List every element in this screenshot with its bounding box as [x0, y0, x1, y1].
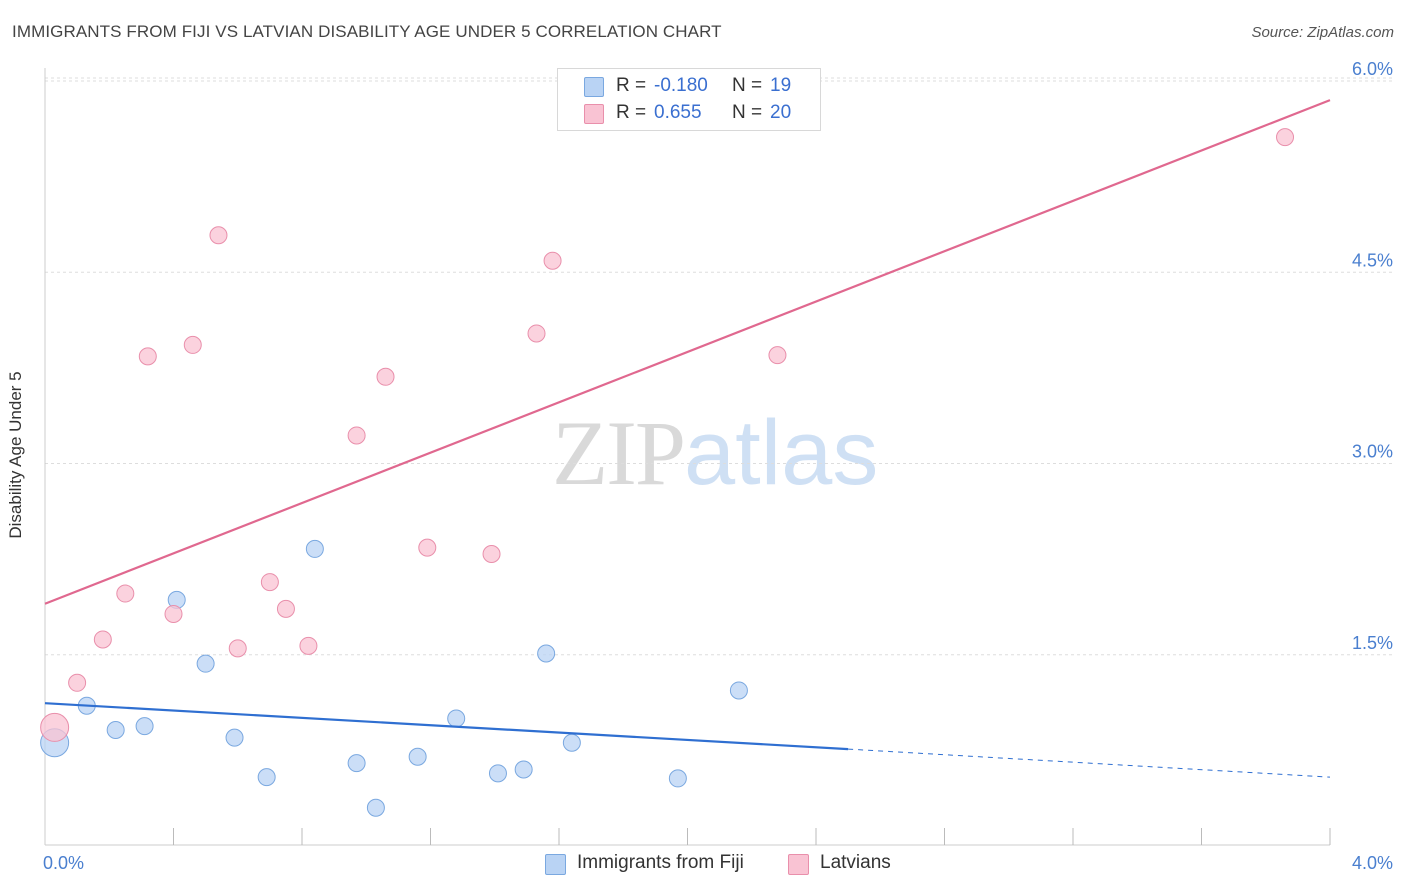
latvian-point: [138, 347, 157, 366]
fiji-point: [135, 717, 154, 736]
latvian-n-value: 20: [770, 102, 792, 123]
legend-row-fiji: R = -0.180 N = 19: [558, 73, 820, 100]
watermark-atlas: atlas: [684, 402, 879, 504]
latvian-legend-label: Latvians: [820, 852, 891, 873]
latvian-point: [228, 639, 247, 658]
latvian-point: [40, 712, 70, 742]
fiji-point: [196, 654, 215, 673]
latvian-point: [209, 226, 228, 245]
fiji-point: [562, 733, 581, 752]
fiji-swatch: [584, 77, 604, 97]
latvian-point: [418, 538, 437, 557]
latvian-point: [527, 324, 546, 343]
latvian-point: [260, 573, 279, 592]
correlation-legend: R = -0.180 N = 19 R = 0.655 N = 20: [557, 68, 821, 131]
latvian-point: [183, 335, 202, 354]
latvian-point: [299, 636, 318, 655]
y-tick-label: 3.0%: [1352, 442, 1393, 462]
latvian-point: [93, 630, 112, 649]
latvian-point: [116, 584, 135, 603]
fiji-point: [408, 747, 427, 766]
y-axis-label: Disability Age Under 5: [6, 371, 25, 539]
latvian-point: [768, 346, 787, 365]
latvian-point: [68, 673, 87, 692]
fiji-point: [366, 798, 385, 817]
fiji-point: [488, 764, 507, 783]
fiji-n-value: 19: [770, 75, 792, 96]
latvian-trend-line: [44, 99, 1331, 605]
x-tick-label: 4.0%: [1352, 853, 1393, 873]
fiji-point: [668, 769, 687, 788]
fiji-point: [106, 720, 125, 739]
latvian-n-label: N =: [732, 102, 763, 123]
y-tick-label: 1.5%: [1352, 633, 1393, 653]
y-tick-label: 4.5%: [1352, 250, 1393, 270]
watermark-zip: ZIP: [552, 402, 686, 504]
fiji-point: [225, 728, 244, 747]
latvian-point: [543, 251, 562, 270]
fiji-r-value: -0.180: [654, 75, 708, 96]
fiji-point: [257, 768, 276, 787]
fiji-trend-extension: [848, 748, 1331, 778]
fiji-n-label: N =: [732, 75, 763, 96]
latvian-point: [482, 545, 501, 564]
latvian-r-label: R =: [616, 102, 647, 123]
fiji-point: [537, 644, 556, 663]
latvian-point: [376, 367, 395, 386]
latvian-point: [276, 599, 295, 618]
fiji-legend-label: Immigrants from Fiji: [577, 852, 744, 873]
legend-row-latvians: R = 0.655 N = 20: [558, 100, 820, 127]
fiji-r-label: R =: [616, 75, 647, 96]
fiji-point: [347, 754, 366, 773]
latvian-point: [1276, 128, 1295, 147]
latvian-r-value: 0.655: [654, 102, 702, 123]
latvian-swatch: [584, 104, 604, 124]
chart-title: IMMIGRANTS FROM FIJI VS LATVIAN DISABILI…: [12, 22, 722, 41]
watermark: ZIPatlas: [552, 400, 878, 506]
latvian-point: [347, 426, 366, 445]
fiji-point: [447, 709, 466, 728]
latvian-legend-swatch: [788, 854, 809, 875]
y-tick-label: 6.0%: [1352, 59, 1393, 79]
fiji-legend-swatch: [545, 854, 566, 875]
fiji-point: [729, 681, 748, 700]
fiji-point: [305, 539, 324, 558]
series-legend: Immigrants from Fiji Latvians: [0, 852, 1406, 876]
fiji-trend-line: [44, 702, 849, 751]
fiji-point: [514, 760, 533, 779]
latvian-point: [164, 604, 183, 623]
x-tick-label: 0.0%: [43, 853, 84, 873]
source-label: Source: ZipAtlas.com: [1251, 24, 1394, 41]
